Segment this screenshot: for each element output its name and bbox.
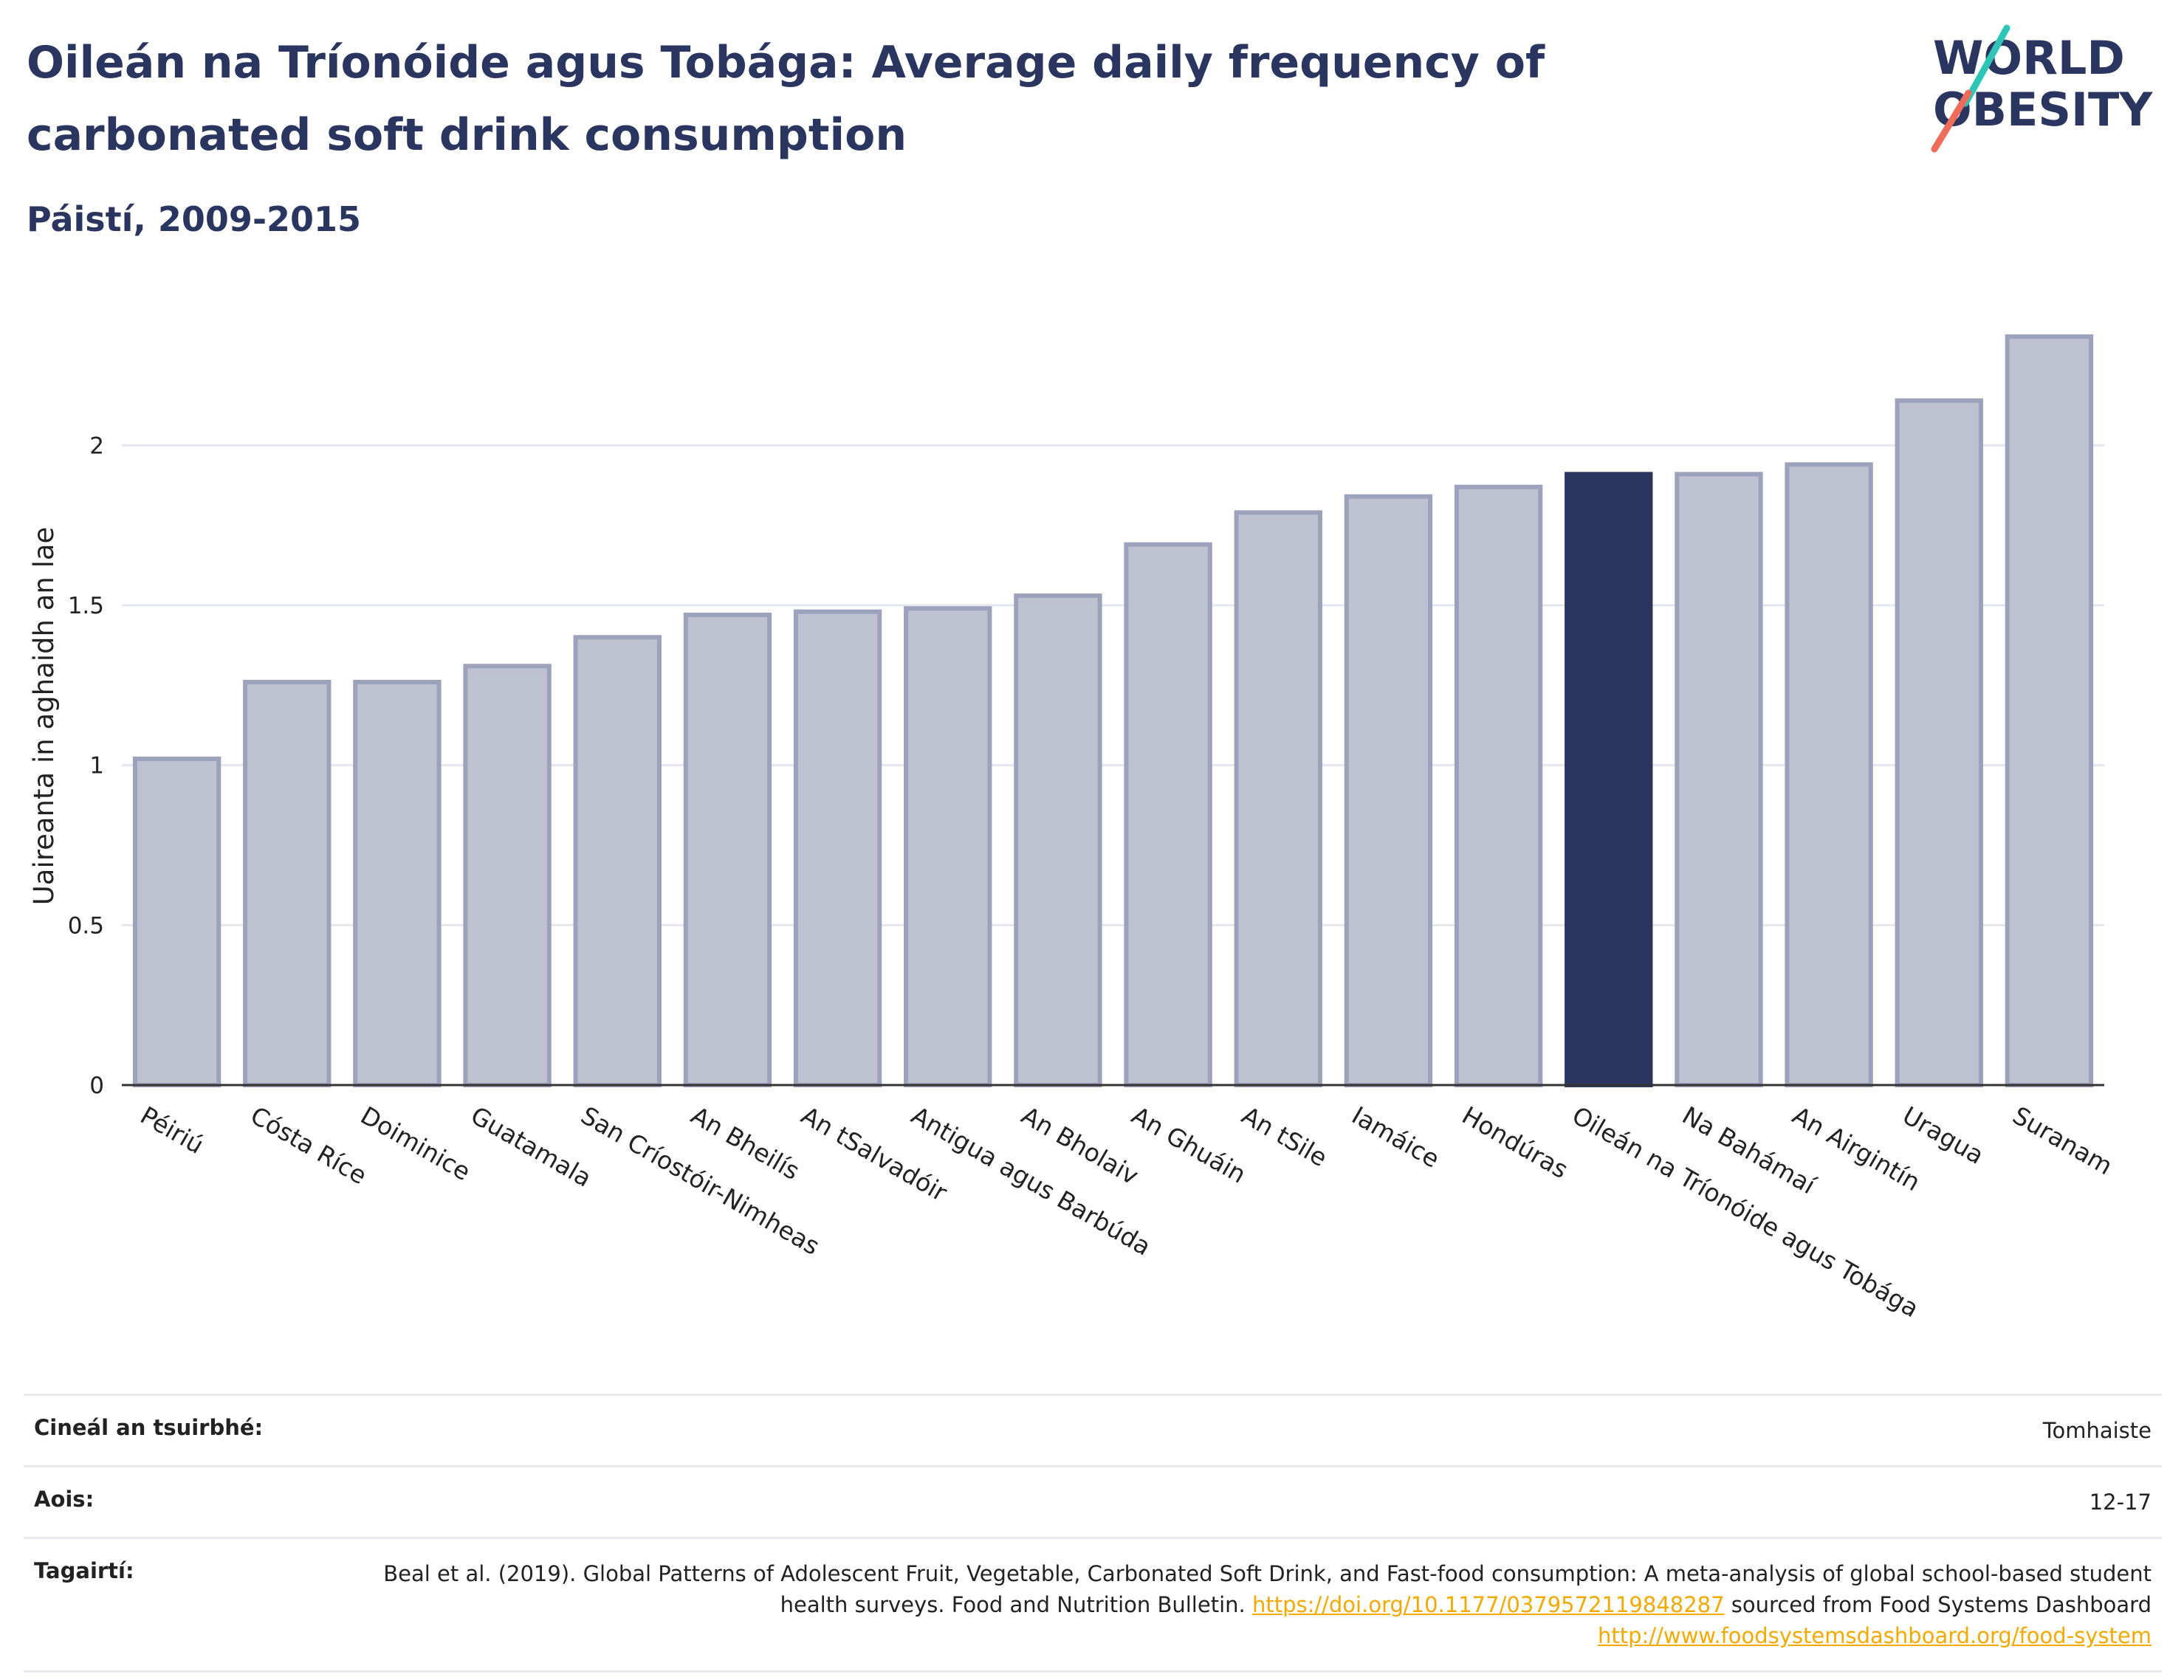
- y-tick-label: 1: [89, 753, 104, 779]
- bar: [1785, 462, 1873, 1087]
- chart-subtitle: Páistí, 2009-2015: [27, 199, 362, 239]
- x-tick-label: An Ghuáin: [1127, 1101, 1251, 1189]
- y-axis-tick-labels: 0 0.5 1 1.5 2: [68, 433, 104, 1099]
- age-row: Aois: 12-17: [24, 1465, 2162, 1538]
- chart-title: Oileán na Tríonóide agus Tobága: Average…: [27, 37, 1545, 161]
- bar: [573, 635, 662, 1087]
- metadata-table: Cineál an tsuirbhé: Tomhaiste Aois: 12-1…: [24, 1394, 2162, 1673]
- x-tick-label: Cósta Ríce: [246, 1101, 372, 1190]
- bar: [353, 680, 442, 1087]
- reference-text-part1: Beal et al. (2019). Global Patterns of A…: [383, 1561, 2152, 1617]
- x-tick-label: Guatamala: [466, 1101, 597, 1193]
- bar: [2005, 334, 2094, 1087]
- survey-type-row: Cineál an tsuirbhé: Tomhaiste: [24, 1394, 2162, 1467]
- y-tick-label: 2: [89, 433, 104, 459]
- bar: [132, 757, 222, 1087]
- doi-link[interactable]: https://doi.org/10.1177/0379572119848287: [1251, 1592, 1725, 1617]
- gridlines: [122, 444, 2104, 926]
- y-tick-label: 1.5: [68, 593, 104, 619]
- food-systems-dashboard-link[interactable]: http://www.foodsystemsdashboard.org/food…: [1598, 1623, 2152, 1648]
- bar: [1124, 542, 1212, 1087]
- logo-slash-coral: [1931, 89, 1972, 153]
- logo-slash-teal: [1962, 24, 2010, 107]
- bar: [793, 609, 882, 1087]
- x-tick-label: Uragua: [1898, 1101, 1988, 1170]
- references-label: Tagairtí:: [24, 1537, 340, 1673]
- world-obesity-logo: WORLD OBESITY: [1931, 24, 2153, 153]
- x-tick-label: Doiminice: [356, 1101, 475, 1186]
- y-tick-label: 0.5: [68, 912, 104, 939]
- bar: [683, 613, 772, 1087]
- bar: [1895, 398, 1983, 1087]
- bar: [463, 664, 552, 1087]
- logo-text-world: WORLD: [1933, 31, 2125, 85]
- bar-highlighted: [1565, 472, 1653, 1087]
- survey-type-value: Tomhaiste: [340, 1394, 2162, 1467]
- bar-chart: 0 0.5 1 1.5 2 Péiriú Cósta RíceDoiminiceGuata…: [28, 334, 2118, 1323]
- age-label: Aois:: [24, 1465, 340, 1538]
- bar: [243, 680, 332, 1087]
- references-row: Tagairtí: Beal et al. (2019). Global Pat…: [24, 1537, 2162, 1673]
- y-tick-label: 0: [89, 1073, 104, 1099]
- x-tick-label: Péiriú: [136, 1101, 209, 1160]
- bar: [1014, 593, 1102, 1087]
- x-tick-label: An tSile: [1237, 1101, 1332, 1172]
- bar: [1234, 510, 1322, 1087]
- references-value: Beal et al. (2019). Global Patterns of A…: [340, 1537, 2162, 1673]
- x-tick-label: Iamáice: [1347, 1101, 1444, 1174]
- bar: [1454, 484, 1543, 1087]
- bar: [904, 606, 992, 1087]
- bar: [1675, 472, 1763, 1087]
- y-axis-label: Uaireanta in aghaidh an lae: [28, 527, 60, 906]
- reference-text-part2: sourced from Food Systems Dashboard: [1724, 1592, 2152, 1617]
- survey-type-label: Cineál an tsuirbhé:: [24, 1394, 340, 1467]
- bar: [1344, 494, 1433, 1087]
- x-tick-label: Suranam: [2008, 1101, 2117, 1180]
- age-value: 12-17: [340, 1465, 2162, 1538]
- bars: [132, 334, 2094, 1087]
- x-tick-label: Hondúras: [1457, 1101, 1573, 1184]
